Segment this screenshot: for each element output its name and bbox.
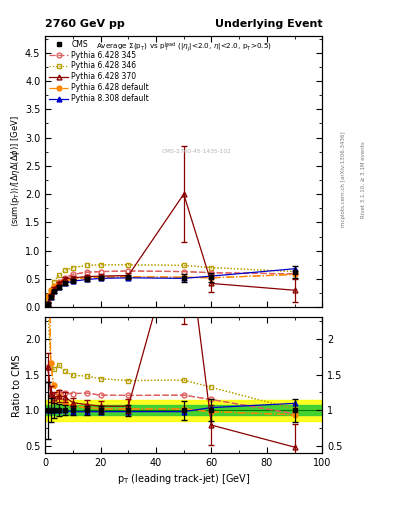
Text: Average $\Sigma({\rm p_T})$ vs ${\rm p_T^{lead}}$ ($|\eta_j|$<2.0, $\eta|$<2.0, : Average $\Sigma({\rm p_T})$ vs ${\rm p_T… (96, 40, 272, 54)
Text: mcplots.cern.ch [arXiv:1306.3436]: mcplots.cern.ch [arXiv:1306.3436] (342, 132, 346, 227)
Text: Underlying Event: Underlying Event (215, 19, 322, 29)
Bar (45, 406, 322, 415)
Legend: CMS, Pythia 6.428 345, Pythia 6.428 346, Pythia 6.428 370, Pythia 6.428 default,: CMS, Pythia 6.428 345, Pythia 6.428 346,… (48, 38, 151, 105)
Text: CMS-2760-45-1435-102: CMS-2760-45-1435-102 (162, 148, 231, 154)
Y-axis label: Ratio to CMS: Ratio to CMS (12, 354, 22, 417)
Text: 2760 GeV pp: 2760 GeV pp (45, 19, 125, 29)
Y-axis label: $\langle$sum(p$_{\rm T}$)$\rangle$/$[\Delta\eta\Delta(\Delta\phi)]$ [GeV]: $\langle$sum(p$_{\rm T}$)$\rangle$/$[\De… (9, 116, 22, 227)
Text: Rivet 3.1.10, ≥ 3.1M events: Rivet 3.1.10, ≥ 3.1M events (361, 141, 366, 218)
Bar (45, 399, 322, 421)
X-axis label: ${\rm p_T}$ (leading track-jet) [GeV]: ${\rm p_T}$ (leading track-jet) [GeV] (117, 472, 250, 486)
